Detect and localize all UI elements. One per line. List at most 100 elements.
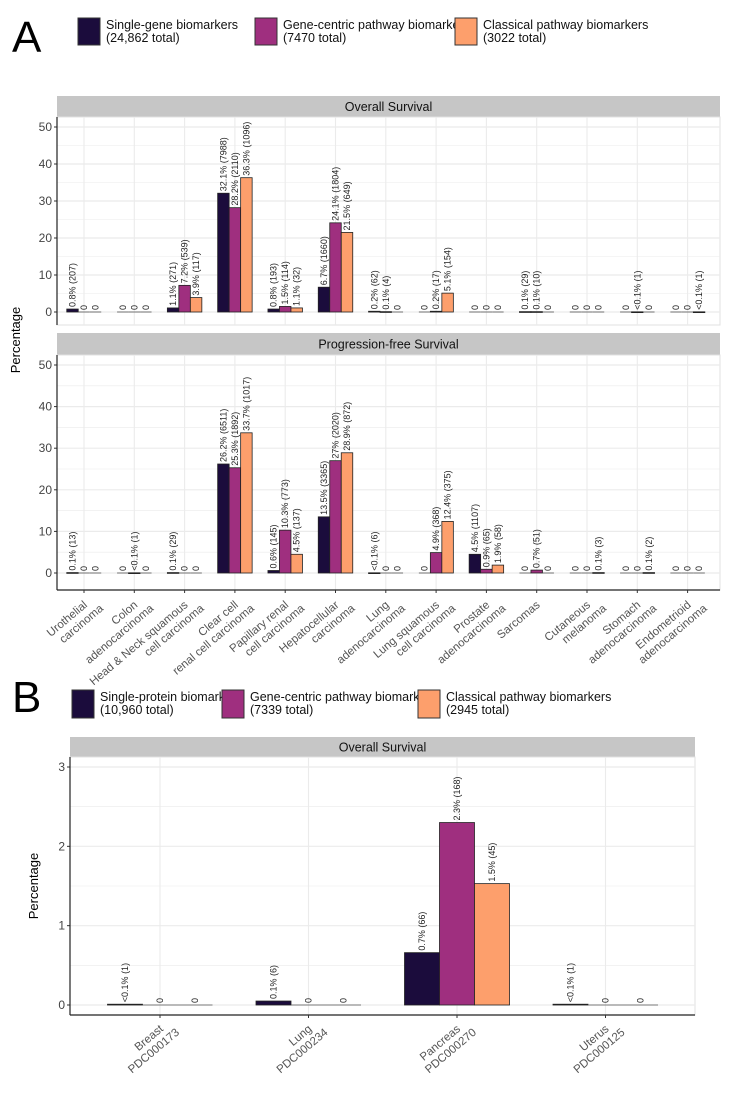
bar bbox=[692, 311, 706, 314]
bar bbox=[189, 297, 203, 313]
y-tick-label: 10 bbox=[39, 524, 53, 538]
y-tick-label: 50 bbox=[39, 358, 53, 372]
y-tick-label: 20 bbox=[39, 483, 53, 497]
bar bbox=[240, 432, 253, 574]
legend-total: (2945 total) bbox=[446, 703, 509, 717]
bar-data-label: 0.1% (13) bbox=[68, 532, 78, 571]
bar-data-label: 4.5% (1107) bbox=[470, 504, 480, 552]
x-tick-label: BreastPDC000173 bbox=[118, 1017, 182, 1076]
plot-area bbox=[56, 354, 721, 591]
bar-data-label: 27% (2020) bbox=[331, 412, 341, 459]
bar-data-label: <0.1% (1) bbox=[120, 963, 130, 1002]
bar-data-label: 0.2% (62) bbox=[369, 270, 379, 309]
bar bbox=[480, 568, 493, 574]
bar bbox=[642, 572, 655, 574]
facet-title: Overall Survival bbox=[345, 100, 433, 114]
bar bbox=[317, 286, 331, 313]
legend-swatch bbox=[77, 17, 101, 46]
bar-data-label: 0 bbox=[481, 305, 491, 310]
facet-strip bbox=[70, 737, 695, 757]
legend-swatch bbox=[221, 689, 245, 719]
bar-data-label: 0 bbox=[118, 305, 128, 310]
bar-data-label: 0 bbox=[671, 566, 681, 571]
y-tick-label: 2 bbox=[58, 839, 65, 853]
bar-data-label: 0 bbox=[79, 566, 89, 571]
bar-data-label: 0.7% (66) bbox=[417, 912, 427, 951]
bar-data-label: 0 bbox=[543, 566, 553, 571]
panel-label: A bbox=[12, 13, 42, 62]
legend-label: Classical pathway biomarkers bbox=[446, 690, 611, 704]
bar-data-label: 0 bbox=[644, 305, 654, 310]
bar bbox=[228, 207, 242, 313]
bar bbox=[474, 883, 510, 1006]
bar bbox=[379, 311, 392, 313]
bar-data-label: 4.9% (368) bbox=[431, 507, 441, 551]
bar bbox=[340, 232, 354, 313]
bar-data-label: 0 bbox=[571, 305, 581, 310]
panel-b: B Single-protein biomarkers(10,960 total)… bbox=[12, 673, 696, 1076]
bar bbox=[66, 308, 79, 313]
x-tick-label: Prostateadenocarcinoma bbox=[427, 592, 509, 666]
bar-data-label: 7.2% (539) bbox=[180, 239, 190, 283]
bar-data-label: 0 bbox=[304, 998, 314, 1003]
x-tick-label: Lungadenocarcinoma bbox=[327, 592, 409, 666]
facet-strip bbox=[57, 333, 720, 355]
bar-data-label: 0.1% (10) bbox=[532, 271, 542, 310]
bar bbox=[66, 572, 79, 574]
bar bbox=[267, 570, 280, 574]
bar bbox=[228, 467, 242, 574]
bar-data-label: 0.1% (3) bbox=[594, 537, 604, 571]
bar-data-label: 6.7% (1660) bbox=[319, 236, 329, 285]
facet-progression-free-survival: Progression-free Survival 0 10 20 30 40 50 0.1%… bbox=[39, 333, 721, 688]
bar-data-label: 0 bbox=[601, 998, 611, 1003]
facet-strip bbox=[57, 96, 720, 117]
bar-data-label: 36.3% (1096) bbox=[241, 122, 251, 176]
bar-data-label: 0 bbox=[621, 566, 631, 571]
bar-data-label: 0.8% (207) bbox=[68, 263, 78, 307]
y-tick-label: 40 bbox=[39, 157, 53, 171]
bar-data-label: 21.5% (649) bbox=[342, 181, 352, 230]
bar bbox=[178, 284, 191, 313]
legend-total: (3022 total) bbox=[483, 31, 546, 45]
y-tick-label: 3 bbox=[58, 760, 65, 774]
legend-total: (7470 total) bbox=[283, 31, 346, 45]
bar-data-label: 4.5% (137) bbox=[292, 508, 302, 552]
y-axis-label: Percentage bbox=[26, 853, 41, 920]
bar-data-label: 1.5% (114) bbox=[280, 261, 290, 304]
bar-data-label: 0 bbox=[91, 566, 101, 571]
bar-data-label: 0 bbox=[420, 305, 430, 310]
legend-label: Gene-centric pathway biomarkers bbox=[250, 690, 437, 704]
bar-data-label: 0 bbox=[543, 305, 553, 310]
bar-data-label: 0 bbox=[582, 566, 592, 571]
bar-data-label: <0.1% (1) bbox=[129, 532, 139, 571]
bar bbox=[329, 460, 342, 574]
bar-data-label: 0 bbox=[190, 998, 200, 1003]
facet-title: Progression-free Survival bbox=[318, 338, 458, 352]
bar-data-label: 1.1% (271) bbox=[168, 262, 178, 306]
bar bbox=[217, 192, 230, 313]
bar bbox=[429, 310, 443, 313]
y-tick-label: 0 bbox=[45, 566, 52, 580]
bar-data-label: 10.3% (773) bbox=[280, 479, 290, 528]
facet-overall-survival: Overall Survival 0 1 2 3 <0.1% (1) 0.1% (6) 0.7… bbox=[58, 737, 696, 1076]
bar bbox=[530, 569, 543, 574]
bar-data-label: 0 bbox=[621, 305, 631, 310]
bar-data-label: 0 bbox=[339, 998, 349, 1003]
bar-data-label: 0 bbox=[191, 566, 201, 571]
bar bbox=[439, 822, 475, 1006]
bar bbox=[290, 553, 303, 574]
bar-data-label: 0.1% (4) bbox=[381, 276, 391, 310]
y-tick-label: 0 bbox=[45, 305, 52, 319]
legend-total: (7339 total) bbox=[250, 703, 313, 717]
bar-data-label: 2.3% (168) bbox=[452, 777, 462, 821]
x-tick-label: LungPDC000234 bbox=[266, 1016, 331, 1076]
bar bbox=[255, 1000, 292, 1006]
bar-data-label: 0 bbox=[141, 305, 151, 310]
bar-data-label: 12.4% (375) bbox=[443, 470, 453, 519]
bar bbox=[290, 307, 303, 313]
legend-swatch bbox=[417, 689, 441, 719]
bar bbox=[267, 308, 280, 313]
bar-data-label: 32.1% (7988) bbox=[218, 137, 228, 191]
bar bbox=[166, 572, 180, 574]
bar-data-label: 0.8% (193) bbox=[269, 263, 279, 307]
